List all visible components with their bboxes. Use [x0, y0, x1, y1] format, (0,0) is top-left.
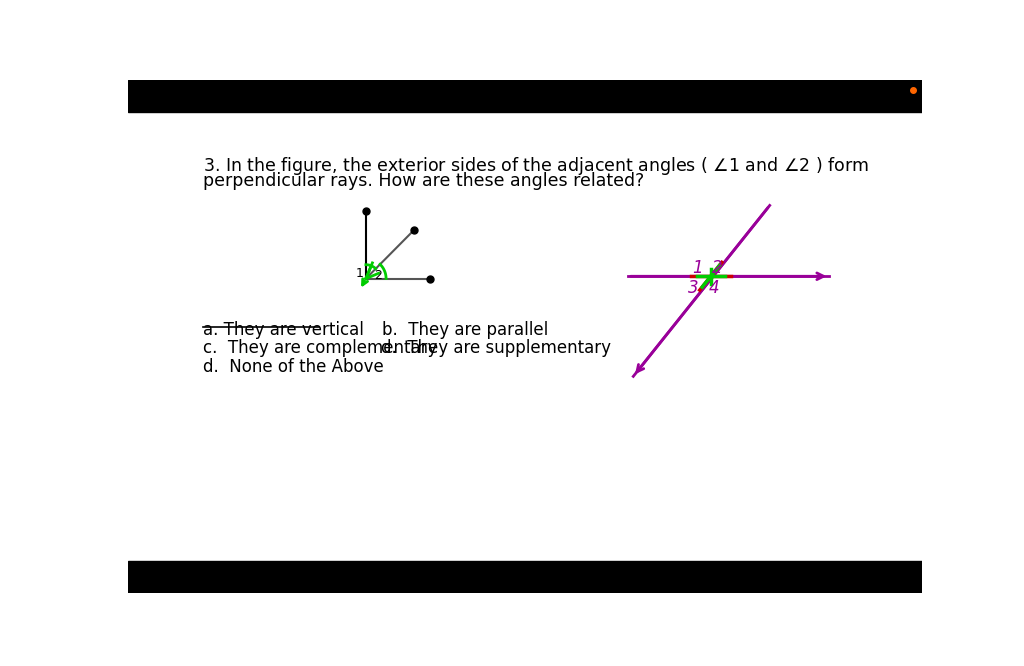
Text: a. They are vertical: a. They are vertical: [203, 321, 365, 339]
Bar: [128, 561, 922, 593]
Text: perpendicular rays. How are these angles related?: perpendicular rays. How are these angles…: [203, 172, 644, 190]
Text: d.  None of the Above: d. None of the Above: [203, 358, 384, 376]
Text: 1: 1: [692, 258, 702, 276]
Text: 2: 2: [375, 269, 382, 282]
Text: d.  They are supplementary: d. They are supplementary: [381, 340, 610, 358]
Text: 2: 2: [713, 258, 723, 276]
Text: 3. In the figure, the exterior sides of the adjacent angles ( $\angle$1 and $\an: 3. In the figure, the exterior sides of …: [203, 155, 869, 176]
Bar: [128, 80, 922, 113]
Text: c.  They are complementary: c. They are complementary: [203, 340, 437, 358]
Text: 3: 3: [687, 278, 698, 296]
Text: b.  They are parallel: b. They are parallel: [382, 321, 549, 339]
Text: 4: 4: [709, 278, 719, 296]
Text: 1: 1: [356, 267, 364, 280]
